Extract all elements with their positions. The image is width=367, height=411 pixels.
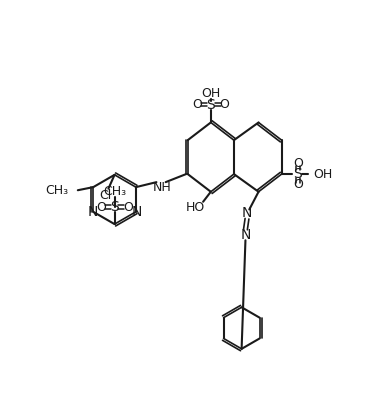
- Text: O: O: [220, 98, 230, 111]
- Text: Cl: Cl: [99, 189, 112, 202]
- Text: S: S: [206, 98, 215, 112]
- Text: HO: HO: [186, 201, 205, 214]
- Text: CH₃: CH₃: [103, 185, 126, 198]
- Text: OH: OH: [313, 168, 333, 180]
- Text: O: O: [293, 178, 303, 192]
- Text: O: O: [293, 157, 303, 170]
- Text: S: S: [294, 167, 302, 181]
- Text: O: O: [123, 201, 133, 214]
- Text: N: N: [242, 206, 252, 220]
- Text: N: N: [240, 228, 251, 242]
- Text: N: N: [131, 205, 142, 219]
- Text: NH: NH: [153, 181, 172, 194]
- Text: CH₃: CH₃: [46, 184, 69, 197]
- Text: O: O: [192, 98, 202, 111]
- Text: O: O: [96, 201, 106, 214]
- Text: N: N: [87, 205, 98, 219]
- Text: OH: OH: [201, 88, 221, 100]
- Text: S: S: [110, 200, 119, 214]
